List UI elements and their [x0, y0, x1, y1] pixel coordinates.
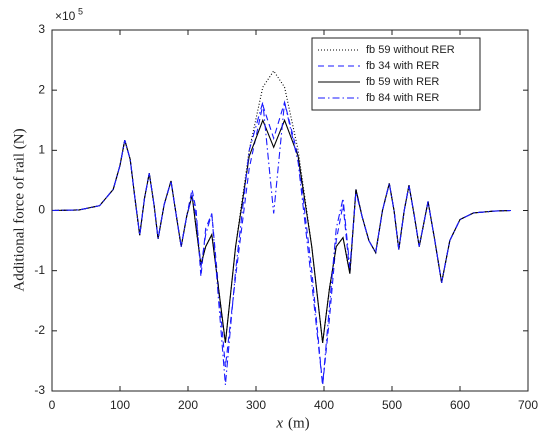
- x-tick-label: 200: [178, 398, 198, 412]
- legend-label: fb 34 with RER: [366, 60, 439, 72]
- y-multiplier-exponent: 5: [78, 6, 83, 16]
- x-axis-label-unit: (m): [288, 415, 310, 431]
- y-axis-label: Additional force of rail (N): [11, 128, 27, 291]
- y-tick-label: -2: [34, 323, 45, 337]
- x-axis-label-var: x: [275, 415, 283, 431]
- x-tick-label: 400: [314, 398, 334, 412]
- y-tick-label: 1: [38, 143, 45, 157]
- x-tick-label: 100: [110, 398, 130, 412]
- x-tick-label: 700: [518, 398, 538, 412]
- y-multiplier-base: ×10: [55, 9, 76, 23]
- x-tick-label: 0: [49, 398, 56, 412]
- data-line: [51, 100, 512, 386]
- legend-label: fb 84 with RER: [366, 92, 439, 104]
- x-tick-label: 600: [450, 398, 470, 412]
- plot-frame: [51, 29, 529, 392]
- legend-label: fb 59 with RER: [366, 76, 439, 88]
- y-tick-label: 2: [38, 82, 45, 96]
- y-tick-label: 3: [38, 22, 45, 36]
- y-tick-label: -3: [34, 383, 45, 397]
- legend-label: fb 59 without RER: [366, 44, 455, 56]
- data-line: [51, 118, 512, 343]
- x-tick-label: 300: [246, 398, 266, 412]
- x-tick-label: 500: [382, 398, 402, 412]
- y-tick-label: -1: [34, 263, 45, 277]
- data-line: [51, 102, 512, 386]
- y-tick-label: 0: [38, 203, 45, 217]
